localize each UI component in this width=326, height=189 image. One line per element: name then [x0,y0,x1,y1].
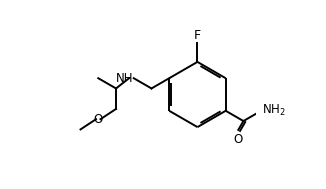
Text: O: O [94,113,103,126]
Text: NH: NH [116,72,134,85]
Text: NH$_2$: NH$_2$ [262,103,286,118]
Text: O: O [234,133,243,146]
Text: F: F [194,29,201,42]
